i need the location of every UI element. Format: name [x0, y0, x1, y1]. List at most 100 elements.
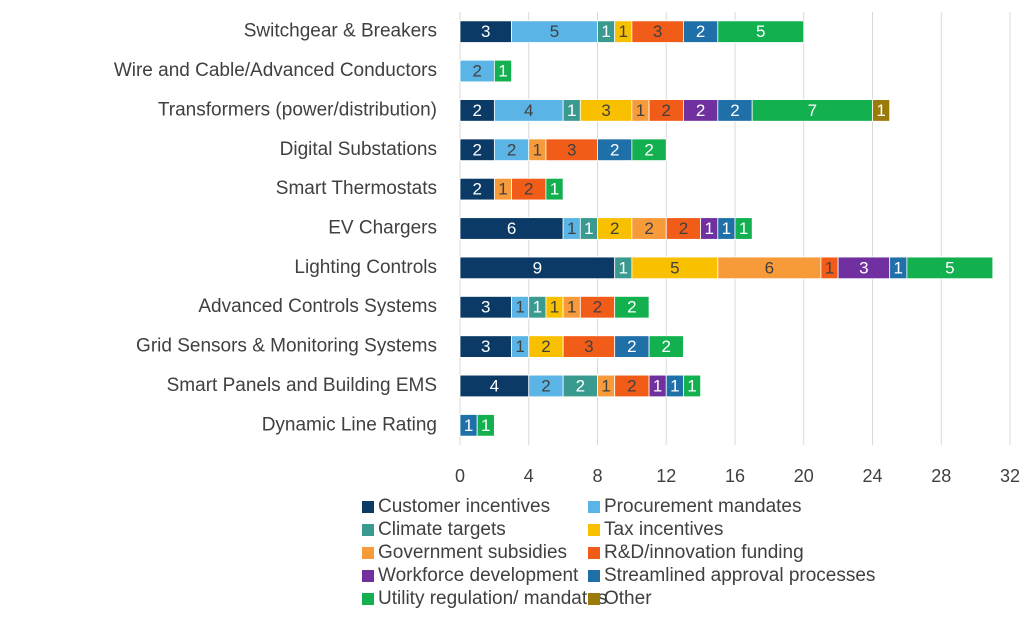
legend-swatch: [362, 547, 374, 559]
bar-value-label: 3: [653, 22, 662, 41]
category-label: EV Chargers: [328, 218, 437, 239]
bar-value-label: 1: [653, 376, 662, 395]
legend-label: Tax incentives: [604, 519, 723, 540]
bar-value-label: 1: [894, 258, 903, 277]
x-tick-label: 20: [794, 466, 814, 486]
legend-label: Customer incentives: [378, 496, 550, 517]
category-label: Dynamic Line Rating: [262, 414, 437, 435]
bar-value-label: 2: [472, 180, 481, 199]
bar-value-label: 1: [464, 416, 473, 435]
bar-value-label: 1: [567, 298, 576, 317]
legend-label: Climate targets: [378, 519, 506, 540]
bar-value-label: 3: [481, 298, 490, 317]
category-label: Switchgear & Breakers: [244, 21, 437, 42]
bar-value-label: 6: [507, 219, 516, 238]
bar-value-label: 2: [644, 140, 653, 159]
bar-value-label: 7: [808, 101, 817, 120]
bar-value-label: 2: [662, 101, 671, 120]
bar-value-label: 2: [679, 219, 688, 238]
bar-segment: [872, 99, 891, 122]
bar-value-label: 6: [765, 258, 774, 277]
bar-value-label: 1: [550, 180, 559, 199]
x-tick-label: 28: [931, 466, 951, 486]
bar-segment: [631, 138, 667, 161]
bar-value-label: 1: [739, 219, 748, 238]
bar-value-label: 1: [481, 416, 490, 435]
category-label: Grid Sensors & Monitoring Systems: [136, 336, 437, 357]
legend-swatch: [588, 570, 600, 582]
bar-value-label: 5: [670, 258, 679, 277]
bar-value-label: 1: [601, 376, 610, 395]
bar-value-label: 1: [619, 22, 628, 41]
legend-label: Streamlined approval processes: [604, 565, 875, 586]
bar-value-label: 1: [498, 62, 507, 81]
bar-segment: [545, 177, 564, 201]
bar-value-label: 3: [481, 337, 490, 356]
bar-value-label: 9: [533, 258, 542, 277]
bar-value-label: 4: [524, 101, 533, 120]
legend-swatch: [588, 547, 600, 559]
bar-value-label: 5: [945, 258, 954, 277]
bar-value-label: 1: [670, 376, 679, 395]
legend-label: Procurement mandates: [604, 496, 802, 517]
legend-label: Government subsidies: [378, 542, 567, 563]
bar-value-label: 2: [662, 337, 671, 356]
bar-segment: [717, 20, 805, 43]
legend-swatch: [362, 593, 374, 605]
bar-value-label: 2: [610, 140, 619, 159]
legend-swatch: [362, 570, 374, 582]
legend-label: Other: [604, 588, 652, 609]
bar-value-label: 2: [472, 62, 481, 81]
bar-value-label: 2: [696, 101, 705, 120]
bar-value-label: 2: [507, 140, 516, 159]
bar-value-label: 1: [636, 101, 645, 120]
legend-label: Workforce development: [378, 565, 579, 586]
x-tick-label: 0: [455, 466, 465, 486]
bar-value-label: 2: [472, 140, 481, 159]
legend-label: Utility regulation/ mandates: [378, 588, 607, 609]
bar-value-label: 1: [704, 219, 713, 238]
bar-value-label: 2: [610, 219, 619, 238]
bar-value-label: 5: [756, 22, 765, 41]
legend-swatch: [588, 501, 600, 513]
bar-value-label: 2: [627, 337, 636, 356]
bar-value-label: 3: [601, 101, 610, 120]
bar-value-label: 5: [550, 22, 559, 41]
bar-value-label: 1: [515, 298, 524, 317]
bar-value-label: 1: [498, 180, 507, 199]
category-label: Lighting Controls: [294, 257, 437, 278]
bar-value-label: 1: [567, 219, 576, 238]
bar-segment: [614, 296, 650, 319]
bar-value-label: 3: [567, 140, 576, 159]
bar-value-label: 1: [619, 258, 628, 277]
legend-label: R&D/innovation funding: [604, 542, 804, 563]
legend-swatch: [588, 593, 600, 605]
bar-value-label: 2: [627, 298, 636, 317]
bar-value-label: 2: [593, 298, 602, 317]
category-label: Wire and Cable/Advanced Conductors: [114, 60, 437, 81]
bar-segment: [476, 414, 495, 437]
bar-value-label: 1: [567, 101, 576, 120]
category-label: Digital Substations: [280, 139, 437, 160]
bar-segment: [648, 335, 684, 358]
category-label: Transformers (power/distribution): [158, 99, 437, 120]
x-tick-label: 8: [592, 466, 602, 486]
x-tick-label: 32: [1000, 466, 1020, 486]
bar-value-label: 1: [584, 219, 593, 238]
x-tick-label: 24: [862, 466, 882, 486]
bar-value-label: 3: [859, 258, 868, 277]
bar-value-label: 1: [825, 258, 834, 277]
bar-value-label: 1: [550, 298, 559, 317]
bar-value-label: 1: [876, 101, 885, 120]
bar-value-label: 1: [533, 140, 542, 159]
bar-value-label: 2: [472, 101, 481, 120]
category-label: Smart Thermostats: [276, 178, 437, 199]
bar-value-label: 2: [644, 219, 653, 238]
bar-value-label: 1: [515, 337, 524, 356]
category-label: Advanced Controls Systems: [198, 296, 437, 317]
bar-value-label: 1: [722, 219, 731, 238]
category-label: Smart Panels and Building EMS: [167, 375, 437, 396]
bar-value-label: 4: [490, 376, 499, 395]
legend-swatch: [362, 524, 374, 536]
